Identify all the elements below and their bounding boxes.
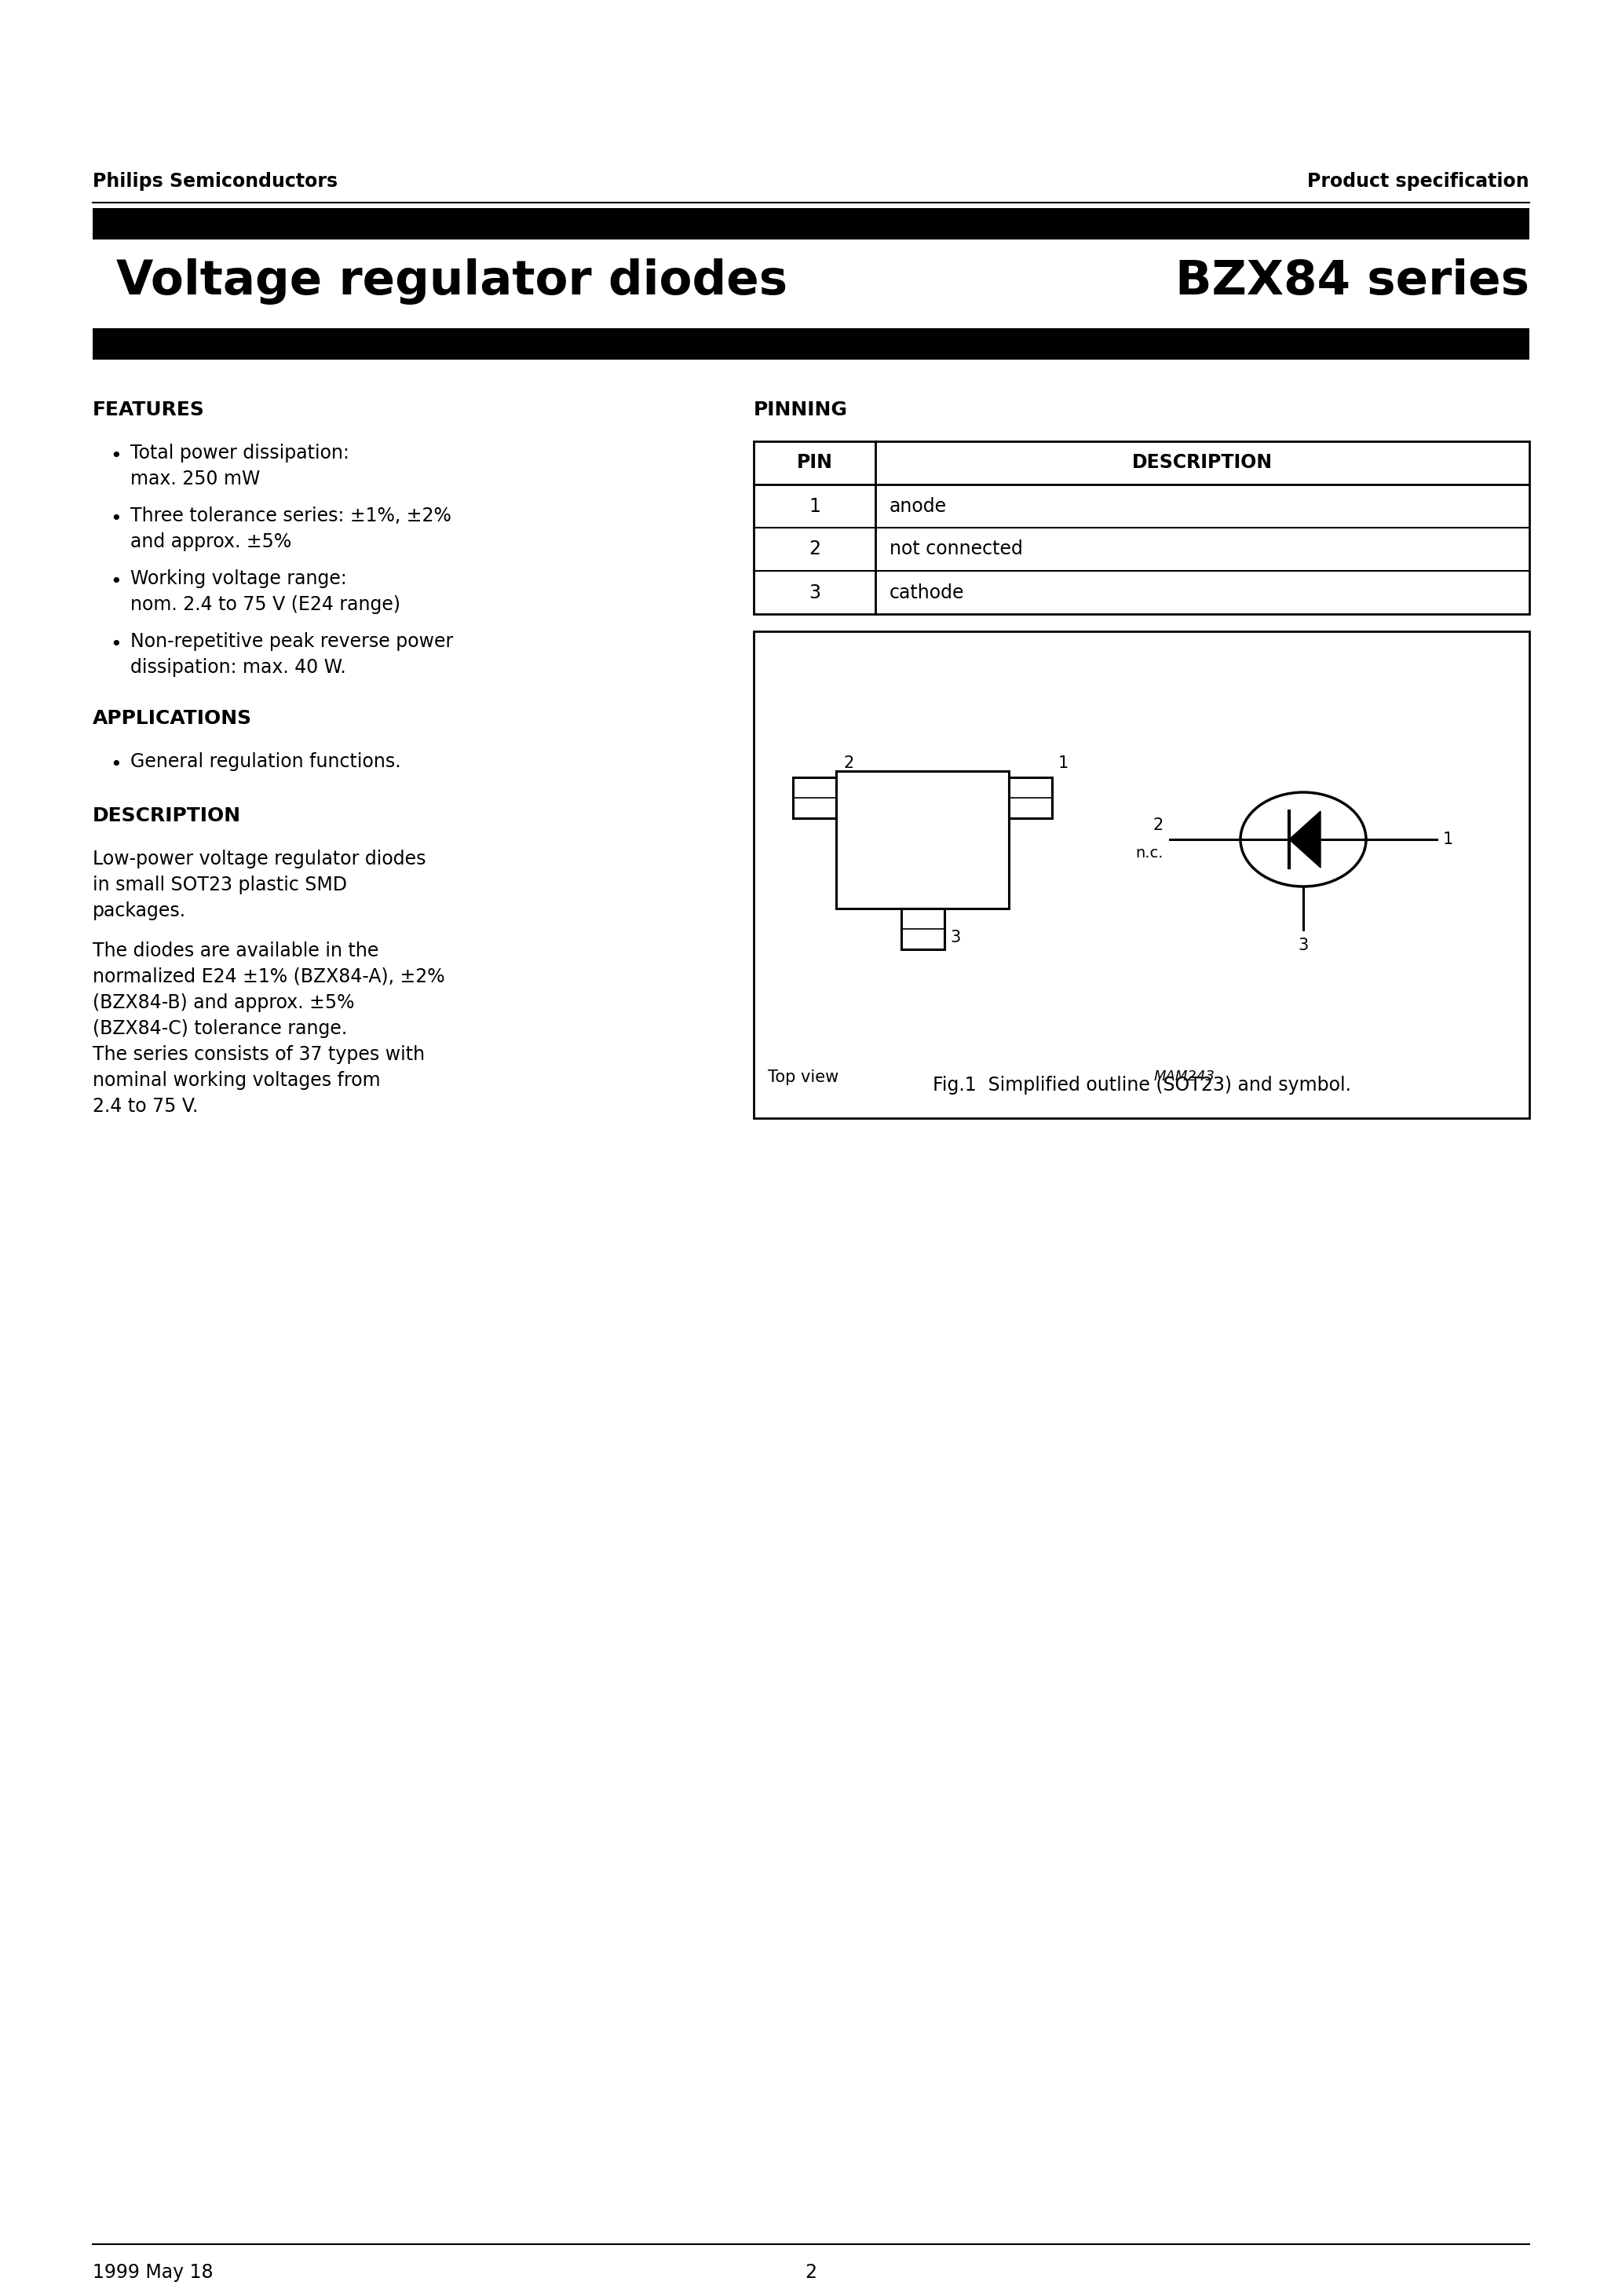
Text: in small SOT23 plastic SMD: in small SOT23 plastic SMD [92, 875, 347, 895]
Text: Total power dissipation:: Total power dissipation: [130, 443, 349, 461]
Text: Three tolerance series: ±1%, ±2%: Three tolerance series: ±1%, ±2% [130, 507, 451, 526]
Text: APPLICATIONS: APPLICATIONS [92, 709, 251, 728]
Text: (BZX84-C) tolerance range.: (BZX84-C) tolerance range. [92, 1019, 347, 1038]
Text: 2: 2 [843, 755, 855, 771]
Polygon shape [1289, 810, 1320, 868]
Text: 2: 2 [805, 2264, 817, 2282]
Text: PINNING: PINNING [754, 400, 848, 420]
Text: General regulation functions.: General regulation functions. [130, 753, 401, 771]
Text: FEATURES: FEATURES [92, 400, 204, 420]
Text: dissipation: max. 40 W.: dissipation: max. 40 W. [130, 659, 345, 677]
Text: 3: 3 [809, 583, 821, 602]
Text: n.c.: n.c. [1135, 845, 1163, 861]
Text: nom. 2.4 to 75 V (E24 range): nom. 2.4 to 75 V (E24 range) [130, 595, 401, 613]
Text: (BZX84-B) and approx. ±5%: (BZX84-B) and approx. ±5% [92, 994, 355, 1013]
Bar [92, 328, 1530, 360]
Text: not connected: not connected [889, 540, 1023, 558]
Text: •: • [110, 636, 122, 654]
Text: max. 250 mW: max. 250 mW [130, 471, 260, 489]
Text: 2: 2 [809, 540, 821, 558]
Text: Non-repetitive peak reverse power: Non-repetitive peak reverse power [130, 631, 453, 652]
Text: Working voltage range:: Working voltage range: [130, 569, 347, 588]
Bar [900, 909, 944, 948]
Text: 1: 1 [1444, 831, 1453, 847]
Text: nominal working voltages from: nominal working voltages from [92, 1070, 381, 1091]
Text: DESCRIPTION: DESCRIPTION [1132, 455, 1273, 473]
Text: normalized E24 ±1% (BZX84-A), ±2%: normalized E24 ±1% (BZX84-A), ±2% [92, 967, 444, 987]
Text: •: • [110, 755, 122, 774]
Text: cathode: cathode [889, 583, 965, 602]
Text: DESCRIPTION: DESCRIPTION [92, 806, 242, 824]
Bar [1009, 776, 1053, 817]
Text: Product specification: Product specification [1307, 172, 1530, 191]
Text: Low-power voltage regulator diodes: Low-power voltage regulator diodes [92, 850, 427, 868]
Text: PIN: PIN [796, 455, 832, 473]
Bar [835, 771, 1009, 909]
Text: Voltage regulator diodes: Voltage regulator diodes [117, 259, 788, 305]
Text: Fig.1  Simplified outline (SOT23) and symbol.: Fig.1 Simplified outline (SOT23) and sym… [933, 1077, 1351, 1095]
Text: The diodes are available in the: The diodes are available in the [92, 941, 378, 960]
Text: 1: 1 [1058, 755, 1069, 771]
Text: •: • [110, 448, 122, 466]
Text: BZX84 series: BZX84 series [1176, 259, 1530, 305]
Text: •: • [110, 510, 122, 528]
Text: packages.: packages. [92, 902, 187, 921]
Text: 3: 3 [950, 930, 960, 946]
Text: 3: 3 [1298, 937, 1309, 953]
Text: 2.4 to 75 V.: 2.4 to 75 V. [92, 1097, 198, 1116]
Text: 1999 May 18: 1999 May 18 [92, 2264, 212, 2282]
Text: MAM243: MAM243 [1155, 1070, 1215, 1084]
Text: Top view: Top view [767, 1070, 839, 1086]
Bar [754, 441, 1530, 613]
Text: •: • [110, 572, 122, 592]
Bar [793, 776, 835, 817]
Bar [754, 631, 1530, 1118]
Bar [92, 209, 1530, 239]
Text: The series consists of 37 types with: The series consists of 37 types with [92, 1045, 425, 1063]
Text: 1: 1 [809, 496, 821, 517]
Text: Philips Semiconductors: Philips Semiconductors [92, 172, 337, 191]
Text: and approx. ±5%: and approx. ±5% [130, 533, 292, 551]
Text: anode: anode [889, 496, 947, 517]
Text: 2: 2 [1153, 817, 1163, 833]
Ellipse shape [1241, 792, 1366, 886]
